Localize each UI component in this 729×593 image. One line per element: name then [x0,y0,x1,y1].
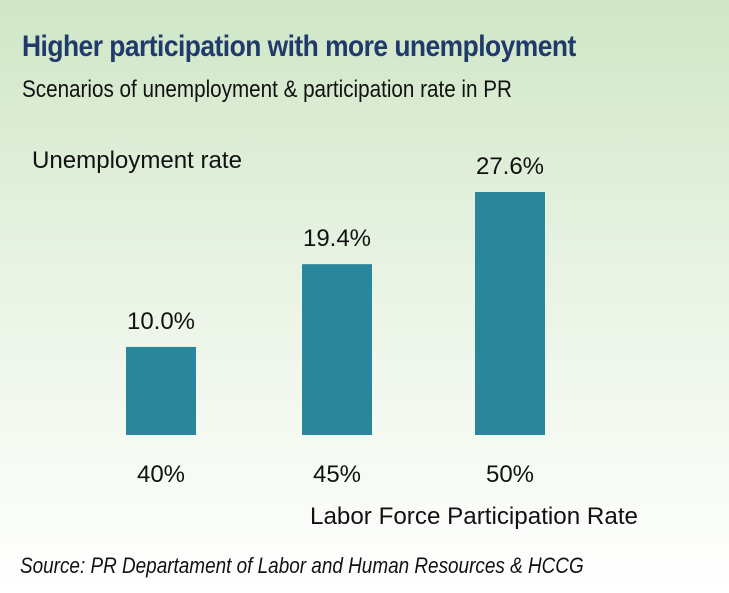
bar-group: 10.0% 40% 19.4% 45% 27.6% 50% [126,153,545,488]
bar-3 [475,192,545,435]
bar-value-label-1: 10.0% [127,308,195,335]
chart-title: Higher participation with more unemploym… [22,30,576,63]
x-tick-label-1: 40% [137,461,185,488]
x-tick-label-2: 45% [313,461,361,488]
x-axis-label: Labor Force Participation Rate [310,503,638,530]
y-axis-label: Unemployment rate [32,147,242,174]
x-tick-label-3: 50% [486,461,534,488]
bar-1 [126,346,196,435]
source-note: Source: PR Departament of Labor and Huma… [20,553,584,578]
bar-value-label-3: 27.6% [476,153,544,180]
bar-2 [302,264,372,435]
bar-value-label-2: 19.4% [303,225,371,252]
chart-subtitle: Scenarios of unemployment & participatio… [22,76,512,103]
